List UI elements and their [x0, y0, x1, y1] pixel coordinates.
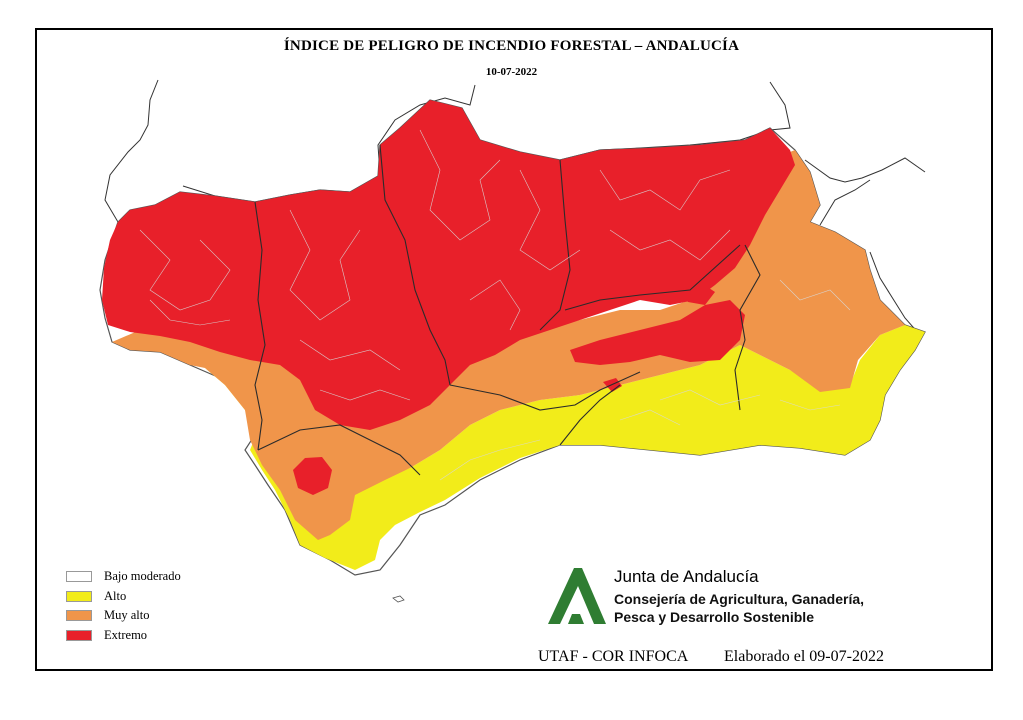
border-cordoba-jaen [539, 159, 571, 331]
zone-extremo-east [570, 300, 745, 365]
legend-item-alto: Alto [66, 587, 181, 607]
legend-item-bajo-moderado: Bajo moderado [66, 567, 181, 587]
border-sevilla-cordoba [379, 144, 451, 386]
zone-extremo [102, 100, 795, 430]
legend-label: Alto [104, 588, 127, 603]
legend-label: Bajo moderado [104, 569, 181, 584]
map-date: 10-07-2022 [485, 66, 538, 78]
murcia-border-west [819, 179, 871, 226]
zone-extremo-cadiz [293, 457, 332, 495]
legend-swatch-muy-alto [66, 610, 92, 622]
zone-extremo-small [603, 378, 622, 392]
portugal-border [104, 79, 159, 241]
murcia-border-north [804, 157, 926, 183]
legend-label: Muy alto [104, 608, 150, 623]
province-borders [254, 144, 761, 476]
org-name: Junta de Andalucía [614, 567, 759, 586]
border-jaen-granada [564, 244, 741, 311]
junta-logo-icon [548, 568, 606, 624]
border-granada-almeria [734, 244, 761, 411]
map-title: ÍNDICE DE PELIGRO DE INCENDIO FORESTAL –… [283, 38, 740, 54]
murcia-coast [869, 251, 921, 336]
legend: Bajo moderado Alto Muy alto Extremo [66, 567, 181, 645]
border-malaga-cordoba [449, 371, 641, 411]
border-malaga-granada [559, 384, 621, 446]
footer-elaborated: Elaborado el 09-07-2022 [724, 648, 884, 665]
footer-source: UTAF - COR INFOCA [538, 648, 689, 665]
legend-label: Extremo [104, 627, 148, 642]
legend-swatch-alto [66, 590, 92, 602]
org-department-line1: Consejería de Agricultura, Ganadería, [614, 591, 865, 607]
org-department-line2: Pesca y Desarrollo Sostenible [614, 609, 814, 625]
legend-item-extremo: Extremo [66, 626, 181, 646]
border-huelva-sevilla [254, 201, 266, 451]
legend-item-muy-alto: Muy alto [66, 606, 181, 626]
legend-swatch-extremo [66, 629, 92, 641]
zone-extremo-granada [680, 282, 715, 305]
island [392, 595, 405, 603]
municipal-borders [139, 129, 851, 481]
zone-alto [205, 325, 925, 570]
legend-swatch-bajo-moderado [66, 571, 92, 583]
border-cadiz-sevilla [257, 424, 421, 476]
